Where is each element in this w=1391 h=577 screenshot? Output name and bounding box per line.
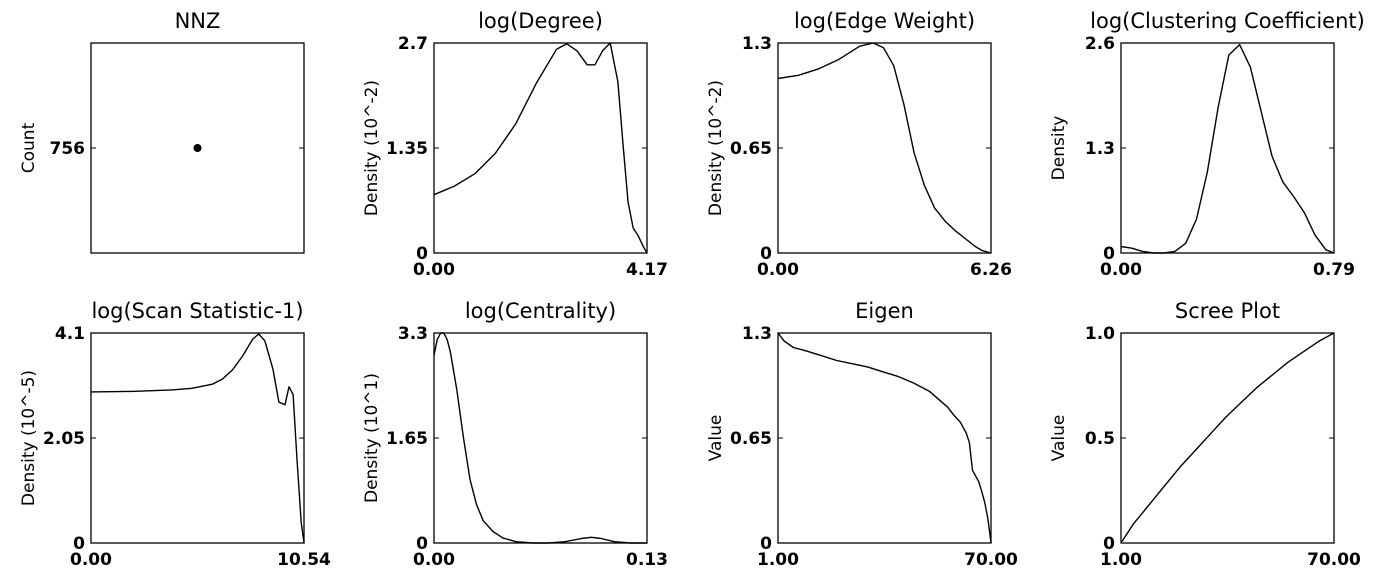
y-tick-label: 1.0	[1085, 324, 1115, 344]
y-tick-label: 0	[1103, 534, 1115, 554]
series-line	[433, 42, 648, 254]
x-tick-label: 1.00	[1100, 550, 1142, 570]
y-axis-label: Value	[1049, 415, 1069, 462]
series-line	[777, 42, 992, 254]
chart-title: Eigen	[855, 299, 914, 323]
chart-panel-2: log(Degree) Density (10^-2) 0 1.35 2.7 0.00 4.…	[362, 9, 668, 280]
y-axis-label: Density (10^-2)	[362, 80, 382, 216]
x-tick-label: 70.00	[964, 550, 1018, 570]
chart-title: log(Edge Weight)	[794, 9, 975, 33]
chart-panel-3: log(Edge Weight) Density (10^-2) 0 0.65 1.3 0…	[706, 9, 1012, 280]
y-tick-label: 756	[50, 139, 86, 159]
y-tick-label: 0.5	[1085, 429, 1115, 449]
y-tick-label: 1.3	[1085, 139, 1115, 159]
chart-panel-5: log(Scan Statistic-1) Density (10^-5) 0 2.0…	[19, 299, 331, 570]
y-axis-label: Density	[1049, 116, 1069, 181]
x-tick-label: 70.00	[1307, 550, 1361, 570]
chart-panel-7: Eigen Value 0 0.65 1.3 1.00 70.00	[706, 299, 1018, 570]
y-tick-label: 0	[416, 534, 428, 554]
y-tick-label: 0	[1103, 244, 1115, 264]
chart-panel-1: NNZ Count 756	[19, 9, 305, 254]
x-tick-label: 0.13	[626, 550, 668, 570]
x-tick-label: 0.00	[757, 260, 799, 280]
y-tick-label: 4.1	[55, 324, 85, 344]
series-line	[1120, 43, 1335, 254]
x-tick-label: 0.00	[70, 550, 112, 570]
y-tick-label: 2.05	[43, 429, 85, 449]
plot-frame	[1120, 332, 1335, 544]
series-line	[433, 332, 647, 544]
y-axis-label: Count	[19, 122, 39, 173]
y-axis-label: Density (10^1)	[362, 373, 382, 503]
y-tick-label: 0	[760, 534, 772, 554]
y-tick-label: 1.65	[386, 429, 428, 449]
chart-title: log(Scan Statistic-1)	[91, 299, 303, 323]
y-tick-label: 1.35	[386, 139, 428, 159]
y-axis-label: Value	[706, 415, 726, 462]
series-line	[1120, 332, 1335, 544]
chart-title: log(Centrality)	[465, 299, 616, 323]
chart-title: log(Degree)	[478, 9, 603, 33]
x-tick-label: 0.00	[413, 260, 455, 280]
y-tick-label: 1.3	[742, 34, 772, 54]
plot-frame	[433, 332, 648, 544]
plot-frame	[1120, 42, 1335, 254]
y-tick-label: 2.7	[398, 34, 428, 54]
y-axis-label: Density (10^-5)	[19, 370, 39, 506]
x-tick-label: 6.26	[970, 260, 1012, 280]
chart-panel-8: Scree Plot Value 0 0.5 1.0 1.00 70.00	[1049, 299, 1361, 570]
y-tick-label: 2.6	[1085, 34, 1115, 54]
chart-title: Scree Plot	[1175, 299, 1280, 323]
data-point	[193, 144, 202, 152]
chart-title: NNZ	[175, 9, 221, 33]
chart-panel-6: log(Centrality) Density (10^1) 0 1.65 3.3 0.0…	[362, 299, 668, 570]
x-tick-label: 1.00	[757, 550, 799, 570]
chart-title: log(Clustering Coefficient)	[1090, 9, 1365, 33]
x-tick-label: 0.79	[1313, 260, 1355, 280]
plot-frame	[777, 42, 992, 254]
x-tick-label: 0.00	[413, 550, 455, 570]
y-tick-label: 0.65	[730, 429, 772, 449]
series-line	[777, 332, 992, 544]
plot-frame	[777, 332, 992, 544]
chart-panel-4: log(Clustering Coefficient) Density 0 1.3 2.…	[1049, 9, 1365, 280]
y-tick-label: 0.65	[730, 139, 772, 159]
series-line	[90, 333, 305, 544]
y-tick-label: 0	[416, 244, 428, 264]
y-tick-label: 3.3	[398, 324, 428, 344]
x-tick-label: 10.54	[277, 550, 331, 570]
x-tick-label: 0.00	[1100, 260, 1142, 280]
y-axis-label: Density (10^-2)	[706, 80, 726, 216]
plot-frame	[433, 42, 648, 254]
x-tick-label: 4.17	[626, 260, 668, 280]
y-tick-label: 0	[73, 534, 85, 554]
y-tick-label: 0	[760, 244, 772, 264]
y-tick-label: 1.3	[742, 324, 772, 344]
